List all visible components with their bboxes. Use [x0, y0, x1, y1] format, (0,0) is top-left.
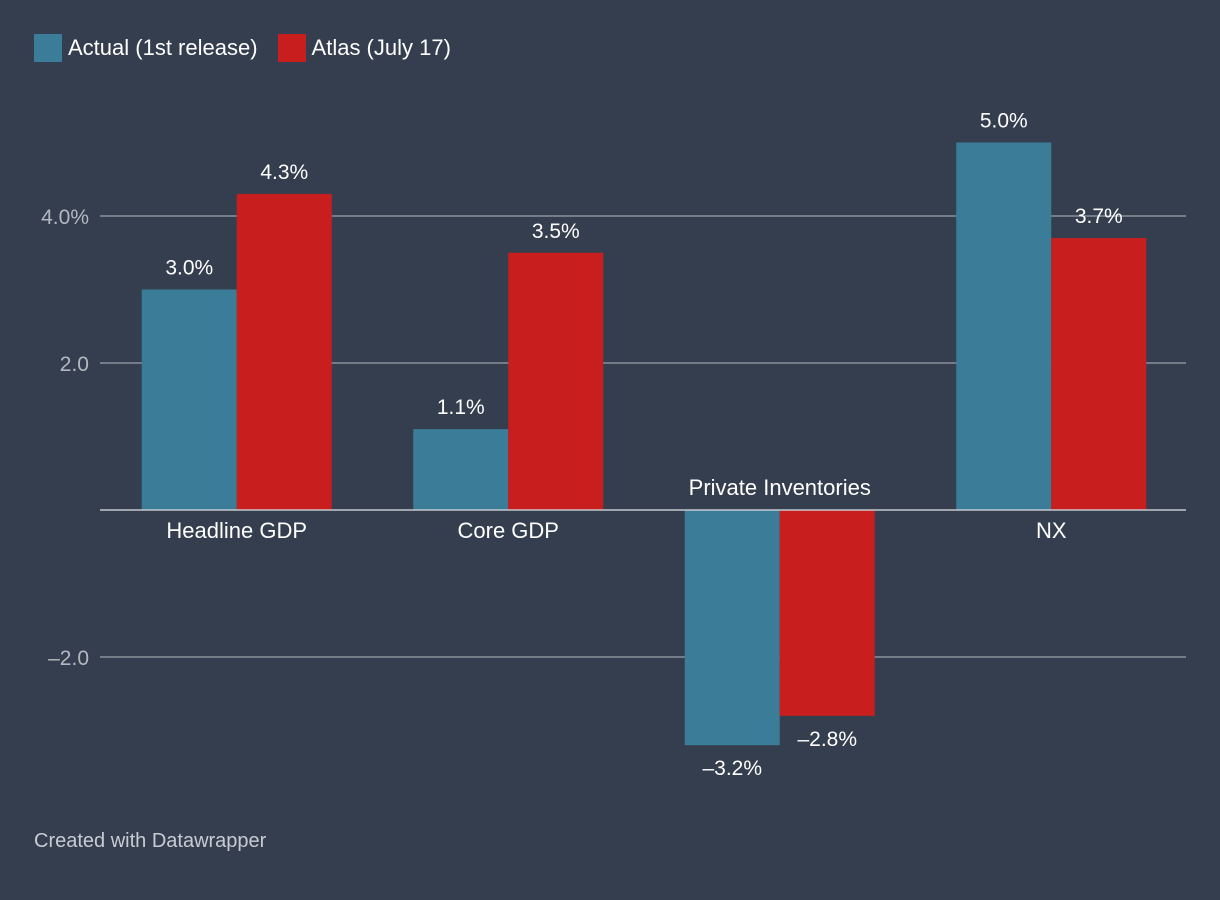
data-label: 4.3%	[260, 161, 308, 184]
y-tick-label: –2.0	[48, 647, 89, 670]
footer-credit: Created with Datawrapper	[34, 830, 267, 852]
data-label: 5.0%	[980, 110, 1028, 133]
data-label: –2.8%	[797, 728, 857, 751]
x-tick-label: NX	[1036, 518, 1067, 543]
legend: Actual (1st release) Atlas (July 17)	[34, 34, 451, 62]
bar-atlas	[236, 193, 332, 510]
bar-atlas	[1051, 238, 1147, 511]
bar-atlas	[508, 252, 604, 510]
legend-item-actual[interactable]: Actual (1st release)	[34, 34, 258, 62]
legend-swatch-atlas	[277, 34, 306, 62]
x-tick-label: Private Inventories	[689, 475, 871, 500]
y-tick-label: 4.0%	[41, 206, 89, 229]
bar-actual	[141, 289, 237, 510]
x-tick-label: Core GDP	[458, 518, 559, 543]
y-tick-label: 2.0	[60, 353, 89, 376]
x-tick-label: Headline GDP	[166, 518, 307, 543]
legend-item-atlas[interactable]: Atlas (July 17)	[277, 34, 451, 62]
bar-actual	[956, 142, 1052, 510]
legend-label-actual: Actual (1st release)	[68, 35, 258, 60]
bar-atlas	[779, 510, 875, 716]
data-label: 3.0%	[165, 257, 213, 280]
bar-actual	[413, 429, 509, 510]
data-label: 1.1%	[437, 396, 485, 419]
bar-actual	[684, 510, 780, 746]
data-label: –3.2%	[702, 757, 762, 780]
data-label: 3.5%	[532, 220, 580, 243]
legend-label-atlas: Atlas (July 17)	[311, 35, 451, 60]
legend-swatch-actual	[34, 34, 62, 62]
data-label: 3.7%	[1075, 205, 1123, 228]
